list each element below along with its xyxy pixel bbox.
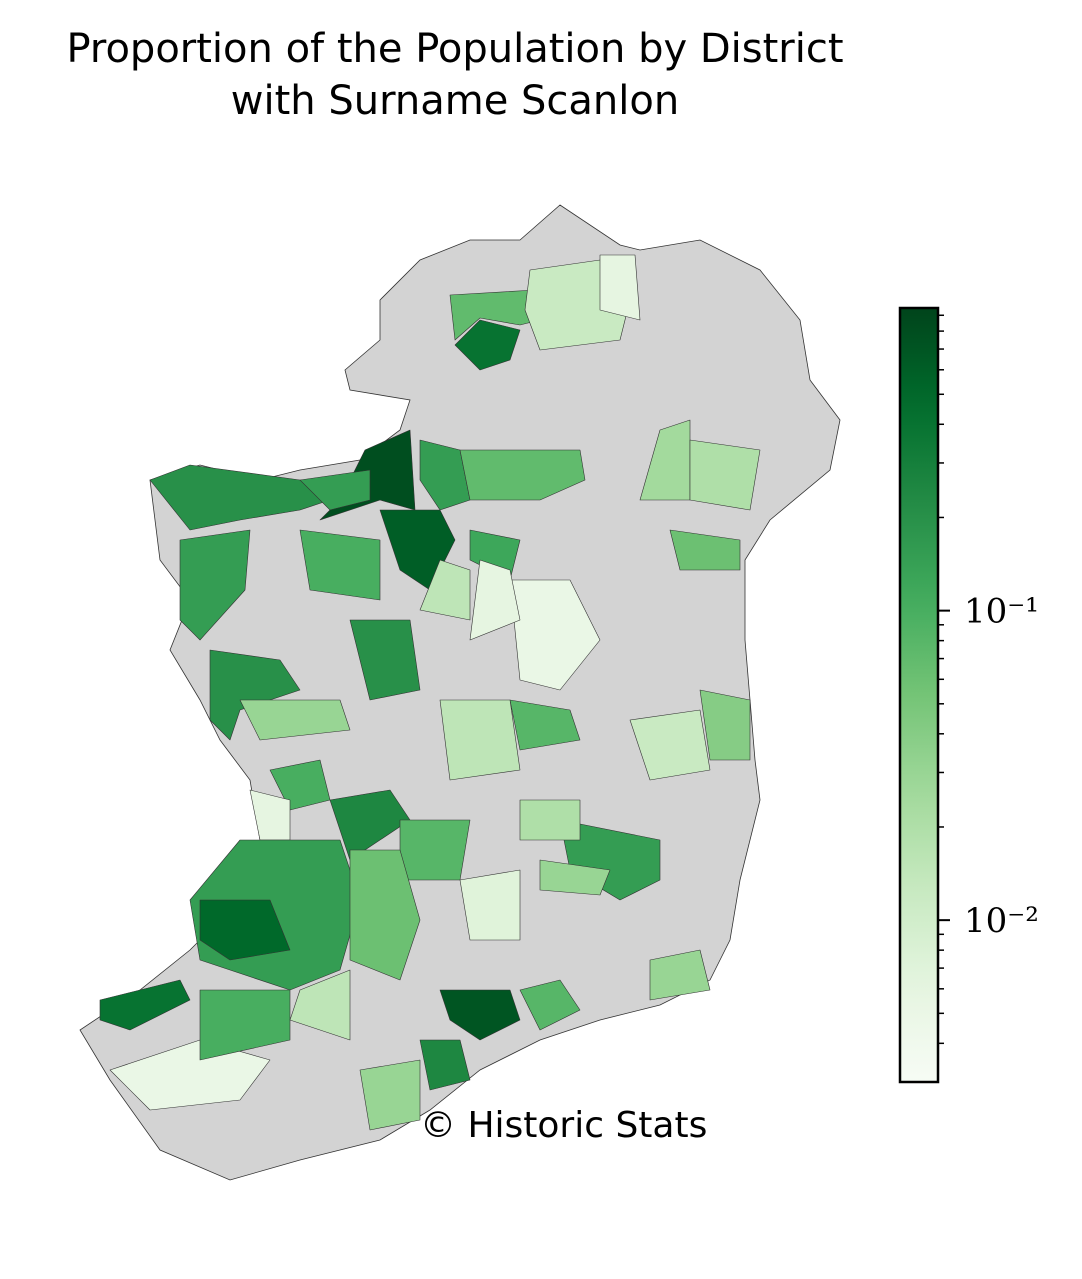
district	[649, 949, 711, 1001]
district	[689, 439, 761, 511]
district	[419, 1039, 471, 1091]
district	[419, 559, 471, 621]
district	[519, 799, 581, 841]
colorbar-tick-label: 10⁻¹	[964, 592, 1039, 632]
annotation: © Historic Stats	[420, 1105, 707, 1146]
district	[299, 469, 371, 511]
district	[99, 979, 191, 1031]
colorbar	[898, 306, 940, 1084]
district	[599, 254, 641, 321]
district	[509, 699, 581, 751]
district	[539, 859, 611, 896]
district	[349, 849, 421, 981]
district	[359, 1059, 421, 1131]
district	[299, 529, 381, 601]
district	[669, 529, 741, 571]
district	[629, 709, 711, 781]
title-line: Proportion of the Population by District	[66, 26, 843, 72]
district	[179, 529, 251, 641]
district	[439, 699, 521, 781]
districts	[99, 254, 761, 1131]
district	[459, 869, 521, 941]
land-outline	[79, 204, 841, 1181]
district	[469, 559, 521, 641]
district	[199, 899, 291, 961]
district	[209, 649, 301, 741]
title-line: with Surname Scanlon	[231, 78, 679, 124]
district	[419, 439, 471, 511]
district	[109, 1039, 271, 1111]
district	[239, 699, 351, 741]
district	[399, 819, 471, 881]
district	[289, 969, 351, 1041]
district	[439, 989, 521, 1041]
district	[349, 619, 421, 701]
district	[509, 579, 601, 691]
district	[559, 819, 661, 901]
district	[199, 989, 291, 1061]
district	[454, 319, 521, 371]
colorbar-tick-label: 10⁻²	[964, 901, 1039, 941]
district	[699, 689, 751, 761]
district	[519, 979, 581, 1031]
district	[459, 449, 586, 501]
